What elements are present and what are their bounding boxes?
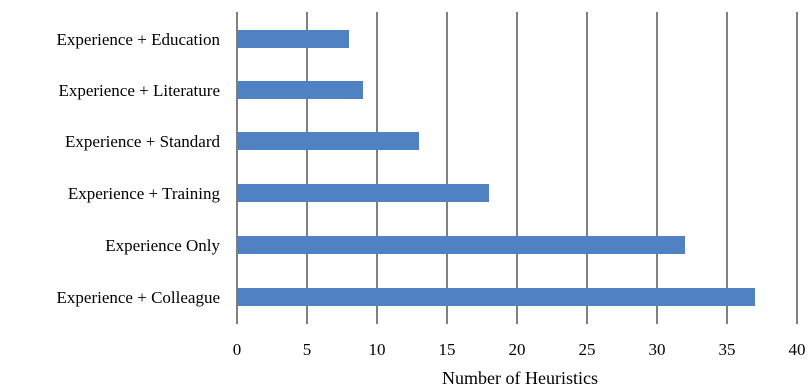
- bar-2: [237, 81, 363, 99]
- category-label: Experience + Education: [57, 30, 221, 49]
- category-label: Experience + Standard: [65, 132, 220, 151]
- x-tick-label: 0: [233, 340, 242, 359]
- x-tick-label: 20: [509, 340, 526, 359]
- category-labels: Experience + Education Experience + Liter…: [57, 30, 221, 307]
- x-tick-label: 40: [789, 340, 806, 359]
- x-axis-label: Number of Heuristics: [442, 368, 598, 388]
- bar-1: [237, 30, 349, 48]
- category-label: Experience + Literature: [58, 81, 220, 100]
- bar-4: [237, 184, 489, 202]
- x-tick-label: 10: [369, 340, 386, 359]
- category-label: Experience + Training: [68, 184, 221, 203]
- bar-6: [237, 288, 755, 306]
- x-tick-label: 15: [439, 340, 456, 359]
- x-tick-labels: 0 5 10 15 20 25 30 35 40: [233, 340, 806, 359]
- x-tick-label: 35: [719, 340, 736, 359]
- category-label: Experience + Colleague: [57, 288, 220, 307]
- x-tick-label: 25: [579, 340, 596, 359]
- category-label: Experience Only: [105, 236, 220, 255]
- bar-3: [237, 132, 419, 150]
- bars: [237, 30, 755, 306]
- bar-5: [237, 236, 685, 254]
- gridlines: [236, 12, 798, 324]
- x-tick-label: 5: [303, 340, 312, 359]
- x-tick-label: 30: [649, 340, 666, 359]
